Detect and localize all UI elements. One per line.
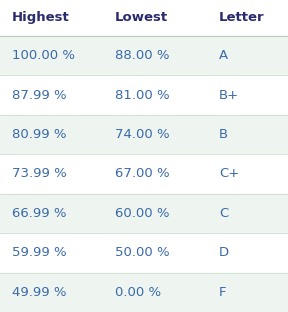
Bar [0, 36, 288, 75]
Text: 49.99 %: 49.99 % [12, 286, 66, 299]
Bar [0, 194, 288, 233]
Bar [0, 154, 288, 194]
Text: 81.00 %: 81.00 % [115, 89, 170, 101]
Bar [0, 75, 288, 115]
Text: C: C [219, 207, 228, 220]
Bar [0, 273, 288, 312]
Text: 87.99 %: 87.99 % [12, 89, 66, 101]
Bar [0, 115, 288, 154]
Text: 100.00 %: 100.00 % [12, 49, 75, 62]
Text: B: B [219, 128, 228, 141]
Text: Letter: Letter [219, 12, 264, 24]
Text: 74.00 %: 74.00 % [115, 128, 170, 141]
Text: 80.99 %: 80.99 % [12, 128, 66, 141]
Text: 73.99 %: 73.99 % [12, 168, 66, 180]
Text: F: F [219, 286, 226, 299]
Text: 66.99 %: 66.99 % [12, 207, 66, 220]
Text: 60.00 %: 60.00 % [115, 207, 170, 220]
Text: B+: B+ [219, 89, 239, 101]
Text: C+: C+ [219, 168, 239, 180]
Text: Lowest: Lowest [115, 12, 168, 24]
Bar [0, 0, 288, 36]
Text: 88.00 %: 88.00 % [115, 49, 170, 62]
Text: 59.99 %: 59.99 % [12, 246, 66, 259]
Text: Highest: Highest [12, 12, 69, 24]
Text: 67.00 %: 67.00 % [115, 168, 170, 180]
Text: D: D [219, 246, 229, 259]
Text: 0.00 %: 0.00 % [115, 286, 161, 299]
Bar [0, 233, 288, 273]
Text: A: A [219, 49, 228, 62]
Text: 50.00 %: 50.00 % [115, 246, 170, 259]
